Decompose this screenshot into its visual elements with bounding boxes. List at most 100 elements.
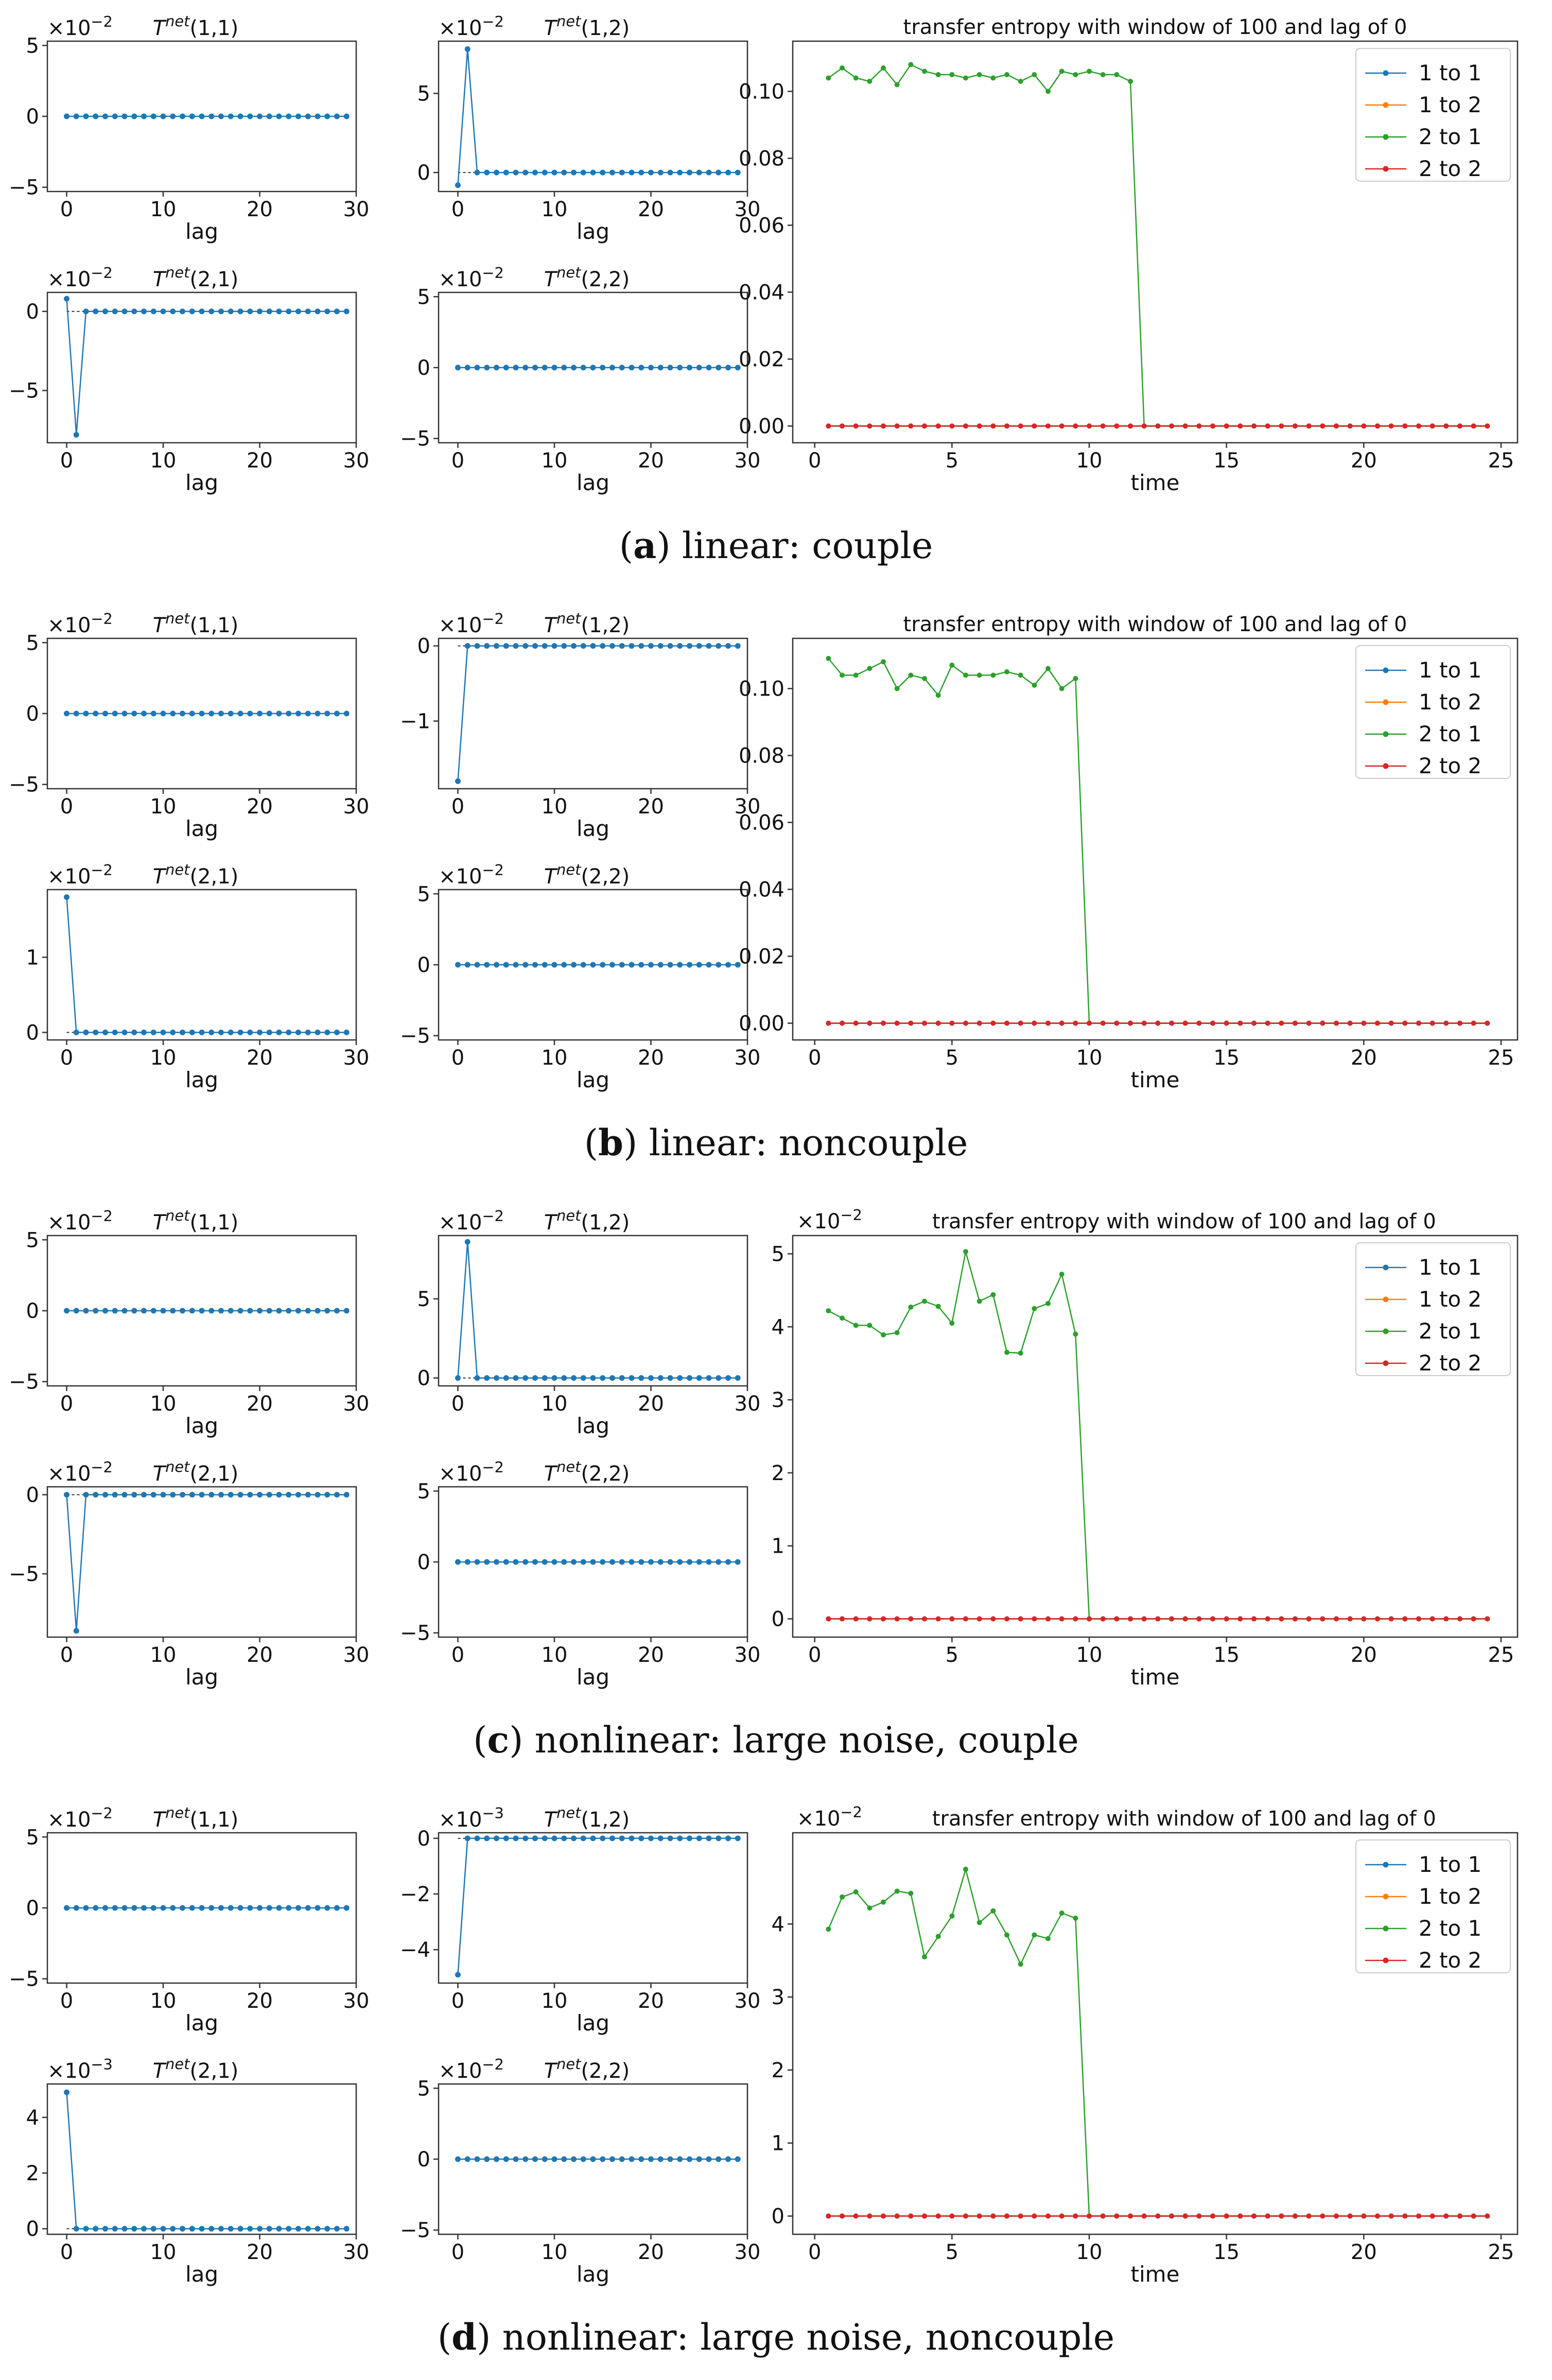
panel-c-te-point	[1402, 1616, 1408, 1622]
panel-c-4-chart: 0 10 20 30 −5 0 5 lag ×10−2 Tnet(2,2)	[400, 1458, 760, 1690]
panel-d-te-point	[894, 2213, 900, 2219]
panel-d-te-point	[1073, 1915, 1078, 1921]
panel-c-te-point	[990, 1616, 996, 1622]
panel-b-1-point	[64, 710, 69, 717]
panel-c-te-legend-label: 2 to 2	[1419, 1350, 1481, 1376]
panel-c-te-point	[922, 1298, 927, 1304]
panel-d-4-chart: 0 10 20 30 −5 0 5 lag ×10−2 Tnet(2,2)	[400, 2055, 760, 2287]
panel-b-1-xtick-label: 20	[247, 795, 273, 819]
panel-b-te-point	[894, 686, 900, 691]
panel-d-te-xtick-label: 5	[946, 2240, 958, 2264]
panel-c-1-offset: ×10−2	[47, 1207, 113, 1235]
panel-c-2-point	[494, 1375, 499, 1381]
panel-b-1-ytick-label: 5	[26, 631, 39, 655]
panel-d-te-xtick-label: 0	[808, 2240, 821, 2264]
panel-d-3-point	[276, 2226, 282, 2232]
panel-d-te-point	[935, 2213, 941, 2219]
panel-c-2-point	[687, 1375, 692, 1381]
panel-a-te-point	[949, 72, 955, 77]
panel-d-2-point	[542, 1835, 548, 1842]
panel-a-2-point	[532, 169, 538, 176]
panel-c-4-ytick-label: −5	[400, 1622, 430, 1645]
panel-c-3-point	[295, 1491, 301, 1498]
panel-a-te-point	[1237, 423, 1243, 429]
panel-d-1-point	[315, 1905, 321, 1911]
panel-a-4-point	[522, 364, 529, 371]
panel-c-te-point	[1182, 1616, 1188, 1622]
panel-a-te-point	[881, 423, 886, 429]
panel-a-2-point	[706, 169, 712, 176]
panel-c-2-point	[706, 1375, 712, 1381]
panel-b-te-legend: 1 to 1 1 to 2 2 to 1 2 to 2	[1355, 645, 1511, 779]
panel-c-1-point	[160, 1308, 166, 1314]
panel-d-te-point	[853, 1889, 859, 1895]
panel-b-te-point	[949, 1020, 955, 1026]
panel-b-te-point	[894, 1020, 900, 1026]
panel-b-te-point	[1443, 1020, 1449, 1026]
panel-a-te-point	[990, 75, 996, 81]
panel-a-3-point	[199, 308, 205, 315]
panel-c-te-ytick-label: 5	[772, 1242, 784, 1266]
panel-a-1-point	[218, 113, 224, 119]
panel-c-te-point	[922, 1616, 927, 1622]
panel-c-2-point	[619, 1375, 625, 1381]
panel-a-4-point	[580, 364, 586, 371]
panel-b-te-point	[1429, 1020, 1435, 1026]
panel-a-4-ytick-label: 0	[417, 356, 430, 380]
panel-a-4-point	[503, 364, 509, 371]
panel-a-1-ytick-label: 5	[26, 34, 39, 58]
panel-b-te-point	[1293, 1020, 1298, 1026]
panel-d-1-point	[218, 1905, 224, 1911]
panel-c-te-point	[1388, 1616, 1394, 1622]
panel-a-te-xtick-label: 5	[946, 449, 958, 473]
panel-a-3-xtick-label: 20	[247, 449, 273, 473]
panel-a-1-point	[266, 113, 272, 119]
panel-d-2-point	[455, 1972, 461, 1978]
panel-c-2-point	[513, 1375, 519, 1381]
panel-b-te-point	[990, 672, 996, 678]
panel-b-1-xtick-label: 10	[150, 795, 177, 819]
panel-c-3-point	[73, 1628, 79, 1634]
panel-d-2-point	[561, 1835, 567, 1842]
panel-d-1-point	[247, 1905, 253, 1911]
panel-a-2-point	[494, 169, 499, 176]
panel-c-1-xtick-label: 30	[343, 1392, 370, 1416]
panel-c-2-xtick-label: 30	[735, 1392, 761, 1416]
panel-a-2-point	[542, 169, 548, 176]
panel-a-4-point	[494, 364, 499, 371]
panel-a-3-point	[276, 308, 282, 315]
panel-c-te-point	[1210, 1616, 1215, 1622]
panel-a-2-offset: ×10−2	[439, 13, 504, 40]
panel-c-te-point	[908, 1304, 914, 1310]
panel-c-te-point	[853, 1323, 859, 1328]
panel-b-4-point	[571, 962, 577, 968]
panel-d-te-point	[1429, 2213, 1435, 2219]
panel-a-te-point	[867, 423, 873, 429]
panel-c-te-series-4	[826, 1616, 1490, 1622]
panel-c-1-point	[189, 1308, 195, 1314]
panel-a-1-title: Tnet(1,1)	[153, 12, 239, 40]
panel-b-te-point	[1471, 1020, 1476, 1026]
panel-c-te-ytick-label: 1	[772, 1535, 784, 1558]
panel-c-4-xtick-label: 10	[542, 1643, 568, 1667]
panel-d-te-point	[840, 2213, 845, 2219]
panel-d-te-point	[922, 1954, 927, 1960]
panel-b-te-ytick-label: 0.02	[739, 945, 784, 969]
panel-d-1-point	[141, 1905, 147, 1911]
panel-b-3-xlabel: lag	[185, 1067, 218, 1092]
panel-a-4-offset: ×10−2	[439, 264, 504, 291]
panel-c-2-point	[484, 1375, 490, 1381]
panel-b-te-point	[963, 1020, 968, 1026]
panel-d-te-point	[1361, 2213, 1367, 2219]
panel-c-3-point	[305, 1491, 311, 1498]
panel-b-te-chart: 0 5 10 15 20 25 0.00 0.02 0.04 0.06 0.08 0.10 time tr…	[739, 613, 1519, 1092]
caption-b-text: linear: noncouple	[649, 1122, 968, 1164]
panel-d-te-point	[1416, 2213, 1421, 2219]
panel-a-2-frame	[438, 40, 748, 193]
panel-c-te-point	[881, 1616, 886, 1622]
panel-c-te-ytick-label: 3	[772, 1388, 784, 1412]
panel-a-te-point	[908, 423, 914, 429]
panel-d-te-point	[990, 2213, 996, 2219]
panel-b-3-point	[257, 1029, 263, 1035]
panel-c-te-point	[1100, 1616, 1106, 1622]
